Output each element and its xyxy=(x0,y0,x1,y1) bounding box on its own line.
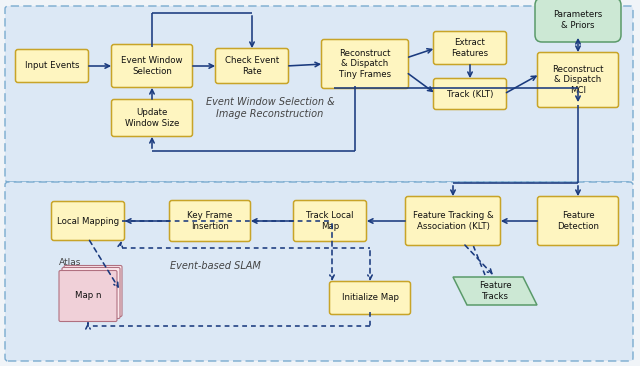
Text: Initialize Map: Initialize Map xyxy=(342,294,399,303)
FancyBboxPatch shape xyxy=(330,281,410,314)
Text: Feature
Detection: Feature Detection xyxy=(557,211,599,231)
FancyBboxPatch shape xyxy=(111,45,193,87)
FancyBboxPatch shape xyxy=(59,270,117,321)
FancyBboxPatch shape xyxy=(111,100,193,137)
FancyBboxPatch shape xyxy=(406,197,500,246)
FancyBboxPatch shape xyxy=(538,197,618,246)
FancyBboxPatch shape xyxy=(64,265,122,317)
Text: Reconstruct
& Dispatch
MCI: Reconstruct & Dispatch MCI xyxy=(552,65,604,95)
Text: Parameters
& Priors: Parameters & Priors xyxy=(554,10,603,30)
Text: Track (KLT): Track (KLT) xyxy=(447,90,493,98)
Text: Event-based SLAM: Event-based SLAM xyxy=(170,261,260,271)
FancyBboxPatch shape xyxy=(294,201,367,242)
Text: Atlas: Atlas xyxy=(58,258,81,267)
Polygon shape xyxy=(453,277,537,305)
Text: Track Local
Map: Track Local Map xyxy=(307,211,354,231)
FancyBboxPatch shape xyxy=(216,49,289,83)
FancyBboxPatch shape xyxy=(321,40,408,89)
FancyBboxPatch shape xyxy=(51,202,125,240)
FancyBboxPatch shape xyxy=(5,182,633,361)
Text: Key Frame
Insertion: Key Frame Insertion xyxy=(188,211,233,231)
Text: Extract
Features: Extract Features xyxy=(451,38,488,58)
Text: Check Event
Rate: Check Event Rate xyxy=(225,56,279,76)
FancyBboxPatch shape xyxy=(15,49,88,82)
FancyBboxPatch shape xyxy=(433,31,506,64)
FancyBboxPatch shape xyxy=(538,52,618,108)
Text: Update
Window Size: Update Window Size xyxy=(125,108,179,128)
FancyBboxPatch shape xyxy=(433,78,506,109)
Text: Local Mapping: Local Mapping xyxy=(57,217,119,225)
FancyBboxPatch shape xyxy=(535,0,621,42)
FancyBboxPatch shape xyxy=(5,6,633,182)
Text: Event Window Selection &
Image Reconstruction: Event Window Selection & Image Reconstru… xyxy=(205,97,334,119)
FancyBboxPatch shape xyxy=(170,201,250,242)
FancyBboxPatch shape xyxy=(62,268,120,318)
Text: Reconstruct
& Dispatch
Tiny Frames: Reconstruct & Dispatch Tiny Frames xyxy=(339,49,391,79)
Text: Map n: Map n xyxy=(75,291,101,300)
Text: Event Window
Selection: Event Window Selection xyxy=(121,56,183,76)
Text: Feature Tracking &
Association (KLT): Feature Tracking & Association (KLT) xyxy=(413,211,493,231)
Text: Input Events: Input Events xyxy=(25,61,79,71)
Text: Feature
Tracks: Feature Tracks xyxy=(479,281,511,301)
